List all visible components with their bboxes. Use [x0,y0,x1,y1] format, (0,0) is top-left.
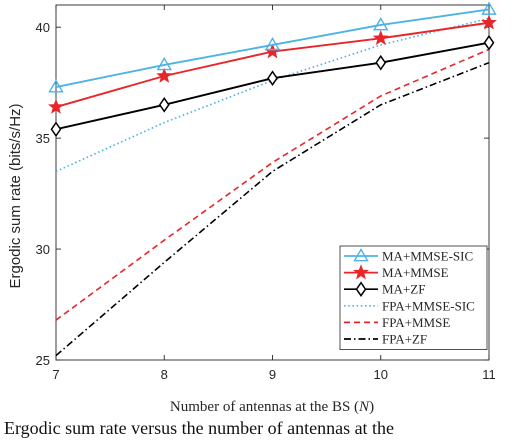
legend-label: MA+ZF [382,282,425,297]
legend-label: MA+MMSE [382,265,449,280]
legend-box [339,245,488,350]
data-point-MA+ZF [375,54,387,71]
data-point-MA+ZF [267,70,278,87]
y-tick-label: 35 [36,131,50,146]
data-point-MA+MMSE [481,14,497,30]
legend-label: FPA+MMSE-SIC [382,298,475,313]
figure-caption: Ergodic sum rate versus the number of an… [4,418,395,438]
legend-marker-MA+MMSE-SIC [353,248,369,262]
y-tick-label: 30 [36,242,50,257]
y-tick-label: 40 [36,20,50,35]
series-line-FPA+MMSE [55,48,490,321]
legend-marker-MA+MMSE [353,264,369,280]
data-point-MA+MMSE [372,29,389,46]
data-point-MA+MMSE-SIC [264,37,281,51]
data-point-MA+MMSE-SIC [48,79,64,93]
series-line-MA+MMSE [55,21,490,108]
data-point-MA+ZF [483,34,495,51]
legend-label: MA+MMSE-SIC [382,249,473,264]
series-line-FPA+MMSE-SIC [55,17,490,173]
data-point-MA+ZF [158,97,170,113]
series-line-MA+MMSE-SIC [55,8,490,89]
x-tick-label: 8 [161,367,168,382]
x-tick-label: 9 [269,367,276,382]
y-tick-label: 25 [36,353,50,368]
line-chart: Ergodic sum rate (bits/s/Hz) Number of a… [7,1,497,415]
x-tick-label: 10 [374,367,388,382]
series-line-FPA+ZF [55,61,490,357]
data-point-MA+MMSE-SIC [481,1,497,15]
x-tick-label: 11 [482,367,496,382]
legend-marker-MA+ZF [355,281,367,298]
y-axis-label: Ergodic sum rate (bits/s/Hz) [7,103,24,288]
data-point-MA+ZF [50,121,62,138]
data-point-MA+MMSE [156,67,173,83]
legend-label: FPA+MMSE [382,315,450,330]
data-point-MA+MMSE [48,98,64,114]
data-point-MA+MMSE-SIC [156,57,172,71]
legend-label: FPA+ZF [382,332,427,347]
data-point-MA+MMSE-SIC [373,17,389,31]
x-tick-label: 7 [52,367,59,382]
x-axis-label: Number of antennas at the BS (N) [170,399,374,415]
